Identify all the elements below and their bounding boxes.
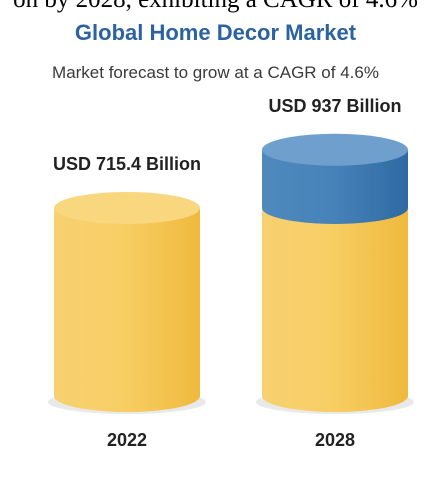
chart-title: Global Home Decor Market [74,20,357,45]
bar-value-label-2028: USD 937 Billion [268,95,402,116]
bar-top-2022 [54,191,200,224]
x-tick-label-2022: 2022 [106,430,148,450]
x-tick-label-2028: 2028 [314,430,356,450]
bar-2022 [54,207,200,412]
chart-panel: USD 715.4 Billion USD 937 Billion 2022 2… [0,96,431,481]
cylinder-chart [48,133,414,414]
chart-subtitle: Market forecast to grow at a CAGR of 4.6… [52,63,379,82]
bar-value-label-2022: USD 715.4 Billion [52,153,202,174]
bar-top-2028 [262,133,408,166]
bar-growth-segment-2028 [262,149,408,224]
bar-base-2028 [262,207,408,412]
clipped-caption-text: on by 2028, exhibiting a CAGR of 4.6% [0,0,431,15]
